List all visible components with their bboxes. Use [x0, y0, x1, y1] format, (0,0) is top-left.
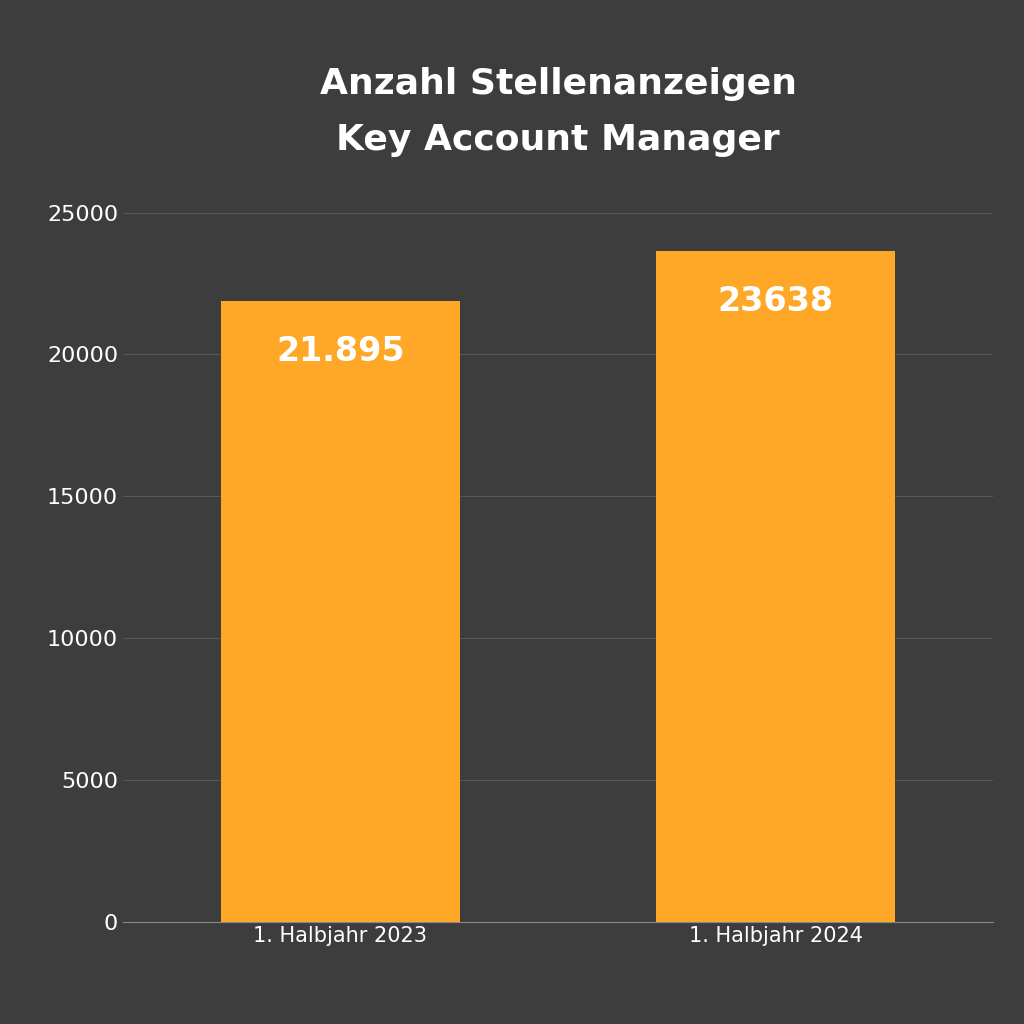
Bar: [221, 301, 460, 922]
Bar: [656, 251, 895, 922]
Title: Anzahl Stellenanzeigen
Key Account Manager: Anzahl Stellenanzeigen Key Account Manag…: [319, 67, 797, 157]
Text: 21.895: 21.895: [276, 335, 404, 368]
Text: 23638: 23638: [718, 286, 834, 318]
